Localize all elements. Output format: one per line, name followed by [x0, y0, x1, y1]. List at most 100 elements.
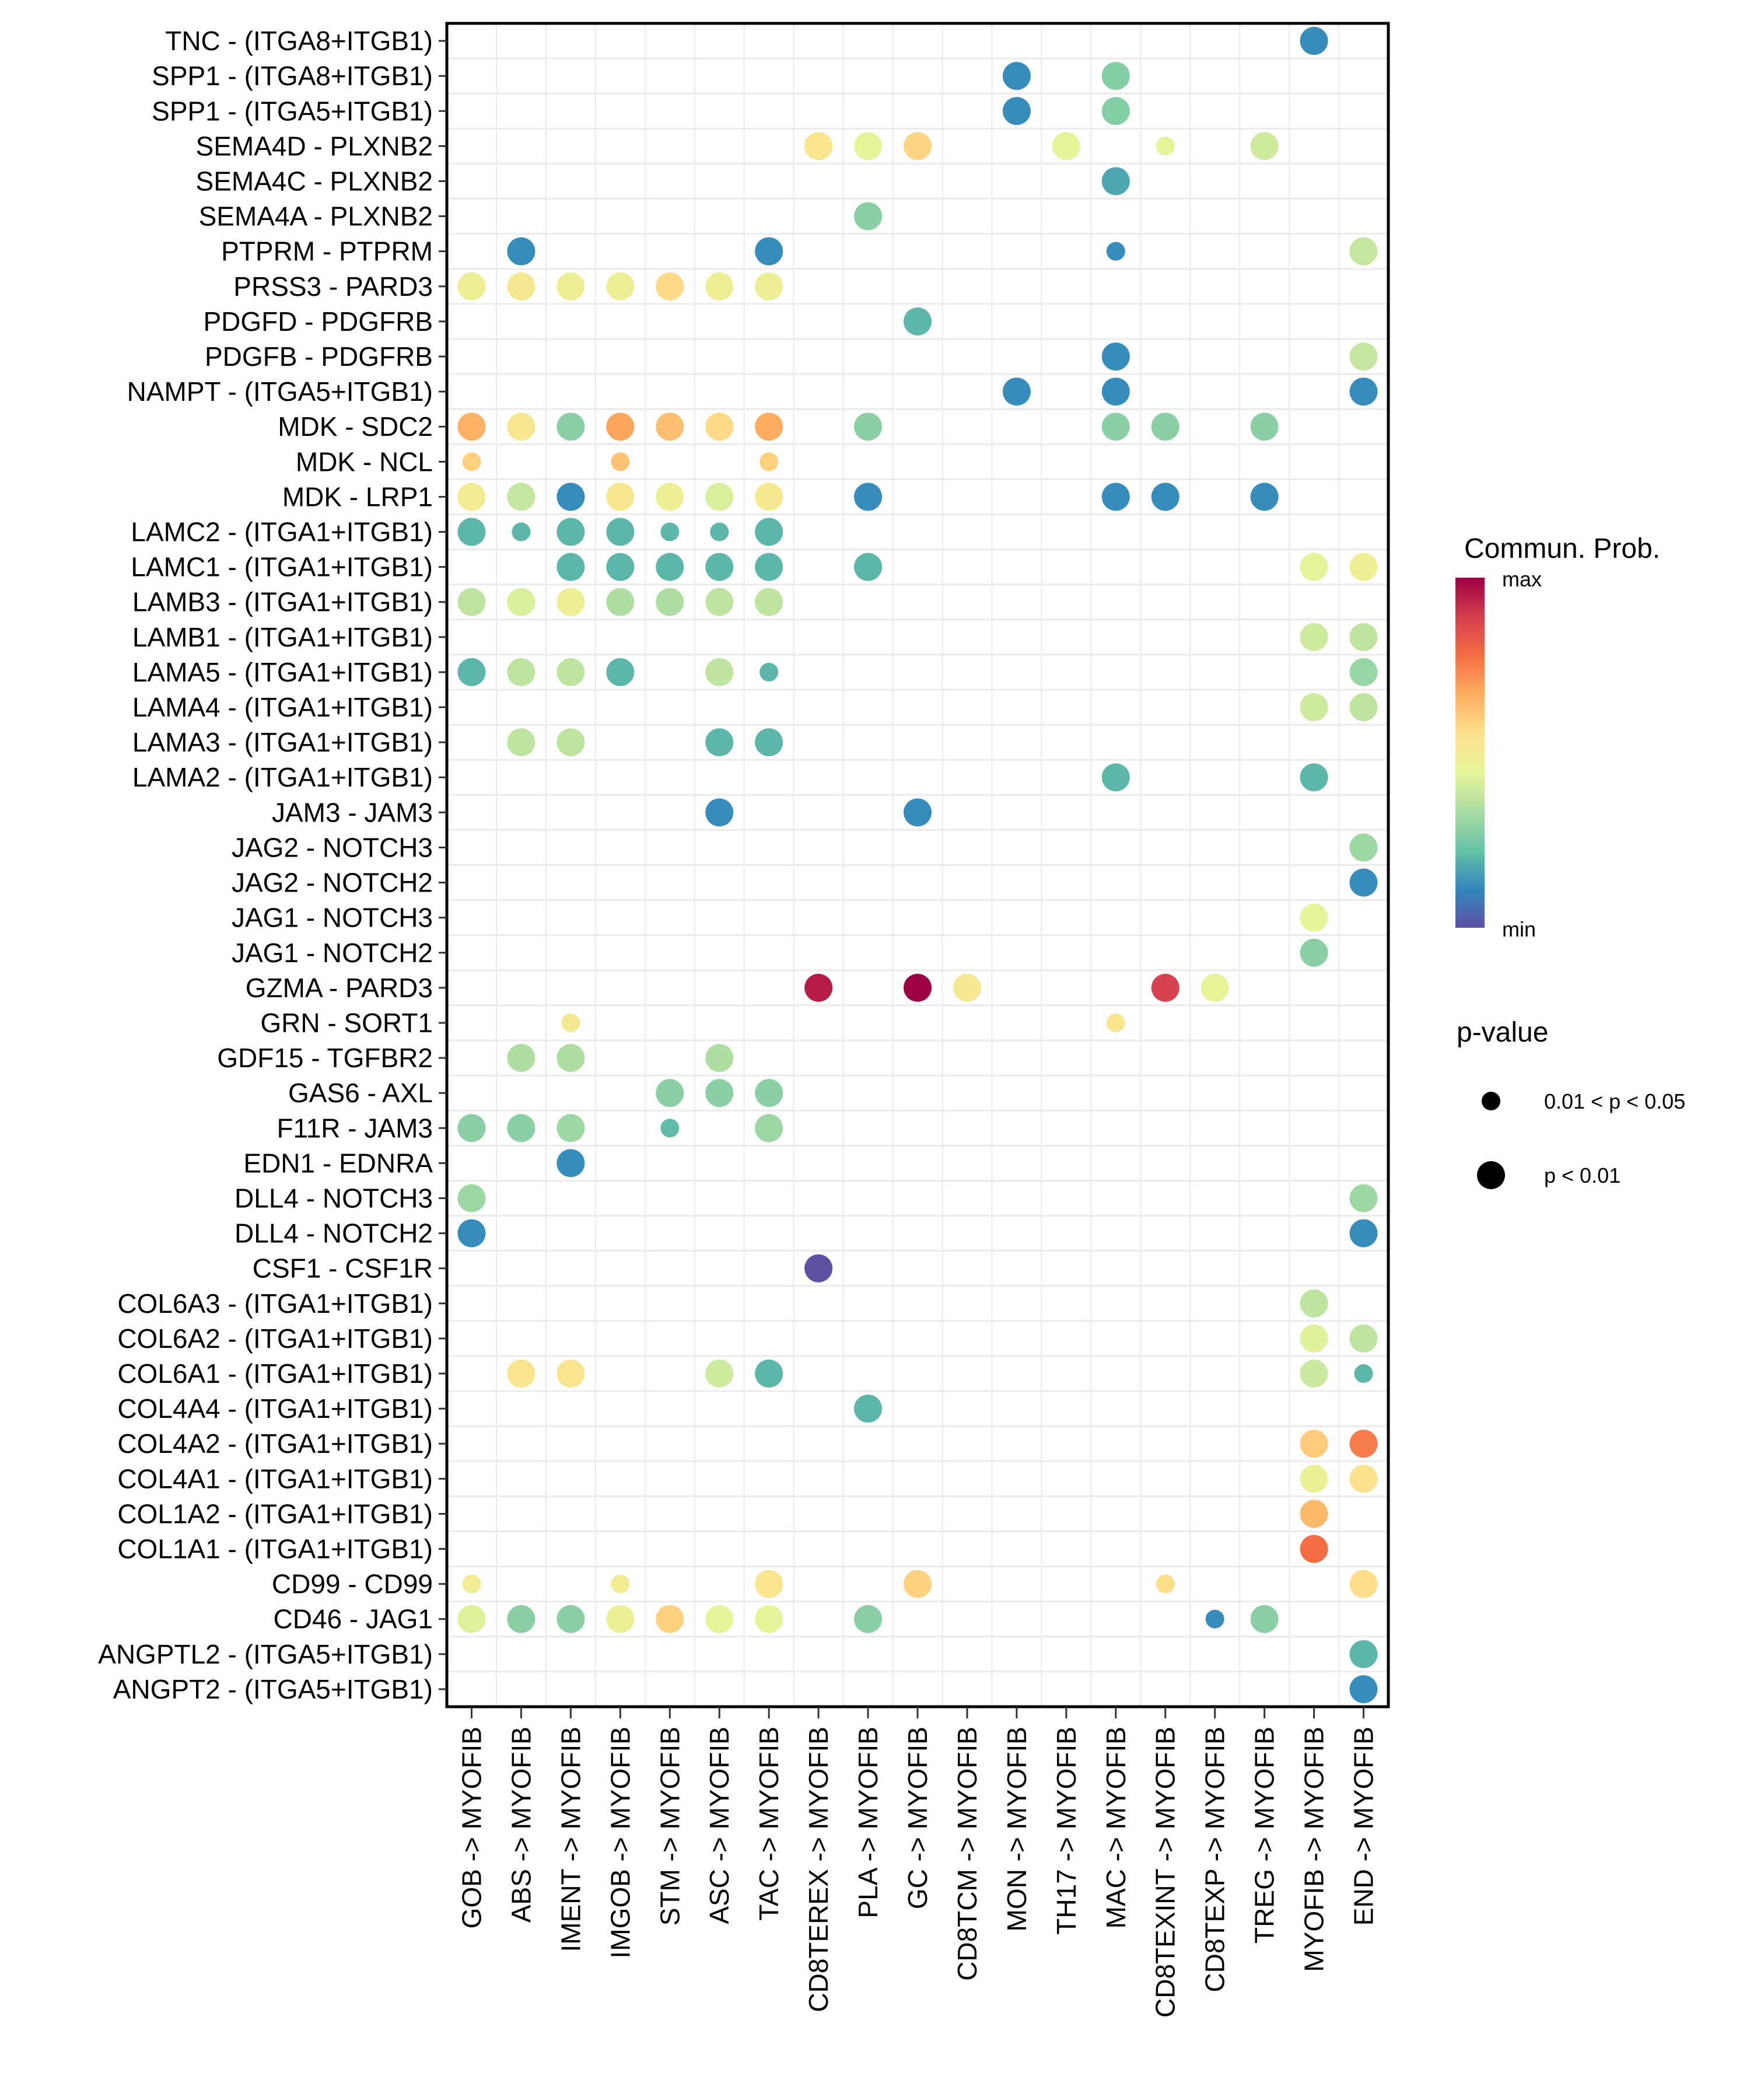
data-point: [804, 973, 833, 1002]
data-point: [904, 1570, 932, 1598]
y-tick-label: PRSS3 - PARD3: [233, 271, 433, 302]
x-tick-label: TREG -> MYOFIB: [1250, 1727, 1280, 1944]
y-tick-label: COL1A2 - (ITGA1+ITGB1): [117, 1498, 433, 1529]
data-point: [953, 973, 981, 1002]
y-tick-label: JAG2 - NOTCH2: [232, 868, 433, 898]
data-point: [755, 518, 783, 546]
data-point: [854, 483, 883, 511]
data-point: [660, 522, 680, 541]
data-point: [755, 272, 783, 301]
data-point: [1300, 693, 1328, 722]
data-point: [705, 413, 734, 441]
y-tick-label: PTPRM - PTPRM: [221, 236, 433, 267]
data-point: [1156, 137, 1175, 156]
data-point: [760, 452, 779, 471]
data-point: [854, 553, 883, 581]
data-point: [556, 1360, 585, 1388]
data-point: [507, 413, 536, 441]
x-tick-label: END -> MYOFIB: [1349, 1727, 1379, 1926]
data-point: [1101, 483, 1130, 511]
colorbar-title: Commun. Prob.: [1464, 533, 1660, 564]
data-point: [1101, 342, 1130, 371]
y-tick-label: SEMA4A - PLXNB2: [199, 201, 433, 232]
y-tick-label: GRN - SORT1: [260, 1008, 433, 1038]
data-point: [705, 272, 734, 301]
data-point: [755, 588, 783, 616]
data-point: [1349, 693, 1378, 722]
y-tick-label: DLL4 - NOTCH3: [235, 1183, 433, 1213]
x-tick-label: CD8TEXINT -> MYOFIB: [1150, 1727, 1181, 2018]
data-point: [755, 728, 783, 757]
y-tick-label: PDGFD - PDGFRB: [203, 306, 433, 337]
data-point: [705, 658, 734, 686]
x-tick-label: IMGOB -> MYOFIB: [605, 1727, 635, 1958]
data-point: [656, 553, 684, 581]
y-tick-label: JAG1 - NOTCH2: [232, 938, 433, 968]
data-point: [804, 1254, 833, 1283]
data-point: [1101, 763, 1130, 792]
x-tick-label: CD8TCM -> MYOFIB: [952, 1727, 982, 1981]
data-point: [705, 1360, 734, 1388]
data-point: [705, 483, 734, 511]
data-point: [457, 1114, 486, 1142]
data-point: [705, 1044, 734, 1072]
data-point: [854, 1395, 883, 1423]
data-point: [854, 1605, 883, 1633]
data-point: [507, 728, 536, 757]
y-tick-label: CD46 - JAG1: [273, 1604, 433, 1634]
y-tick-label: COL1A1 - (ITGA1+ITGB1): [117, 1534, 433, 1564]
data-point: [507, 658, 536, 686]
data-point: [561, 1013, 580, 1032]
data-point: [507, 1605, 536, 1633]
data-point: [1101, 378, 1130, 406]
y-tick-label: LAMA2 - (ITGA1+ITGB1): [132, 762, 433, 792]
data-point: [1349, 237, 1378, 265]
data-point: [705, 588, 734, 616]
y-tick-label: NAMPT - (ITGA5+ITGB1): [127, 376, 433, 407]
y-tick-label: LAMA5 - (ITGA1+ITGB1): [132, 657, 433, 687]
y-tick-label: LAMA4 - (ITGA1+ITGB1): [132, 692, 433, 722]
y-tick-label: ANGPT2 - (ITGA5+ITGB1): [113, 1674, 433, 1704]
data-point: [854, 202, 883, 230]
data-point: [1101, 167, 1130, 195]
data-point: [656, 272, 684, 301]
data-point: [854, 132, 883, 160]
data-point: [1151, 483, 1180, 511]
y-tick-label: EDN1 - EDNRA: [243, 1148, 433, 1178]
x-tick-label: GOB -> MYOFIB: [456, 1727, 487, 1928]
data-point: [760, 662, 779, 682]
colorbar-min-label: min: [1502, 917, 1536, 941]
data-point: [1300, 1289, 1328, 1318]
x-tick-label: GC -> MYOFIB: [902, 1727, 933, 1909]
x-tick-label: MAC -> MYOFIB: [1101, 1727, 1131, 1928]
colorbar: [1455, 578, 1485, 928]
x-tick-label: ABS -> MYOFIB: [506, 1727, 536, 1923]
y-tick-label: JAM3 - JAM3: [272, 797, 433, 827]
data-point: [1349, 623, 1378, 651]
data-point: [556, 413, 585, 441]
data-point: [1300, 27, 1328, 55]
data-point: [1300, 1430, 1328, 1458]
x-tick-label: ASC -> MYOFIB: [704, 1727, 734, 1924]
data-point: [457, 272, 486, 301]
data-point: [457, 518, 486, 546]
data-point: [457, 413, 486, 441]
data-point: [1002, 62, 1031, 90]
data-point: [611, 1574, 630, 1594]
y-tick-label: LAMB3 - (ITGA1+ITGB1): [132, 587, 433, 617]
x-tick-label: MYOFIB -> MYOFIB: [1299, 1727, 1329, 1972]
y-tick-label: SPP1 - (ITGA8+ITGB1): [152, 61, 433, 91]
data-point: [1349, 833, 1378, 862]
data-point: [1205, 1609, 1224, 1629]
pvalue-legend-large-label: p < 0.01: [1544, 1163, 1620, 1187]
data-point: [1349, 1324, 1378, 1353]
y-tick-label: MDK - NCL: [296, 446, 433, 477]
y-tick-label: JAG1 - NOTCH3: [232, 903, 433, 933]
data-point: [660, 1119, 680, 1138]
pvalue-legend: p-value 0.01 < p < 0.05 p < 0.01: [1457, 1017, 1685, 1189]
data-point: [1250, 483, 1279, 511]
data-point: [854, 413, 883, 441]
data-point: [606, 413, 635, 441]
x-tick-label: STM -> MYOFIB: [654, 1727, 685, 1926]
data-point: [611, 452, 630, 471]
